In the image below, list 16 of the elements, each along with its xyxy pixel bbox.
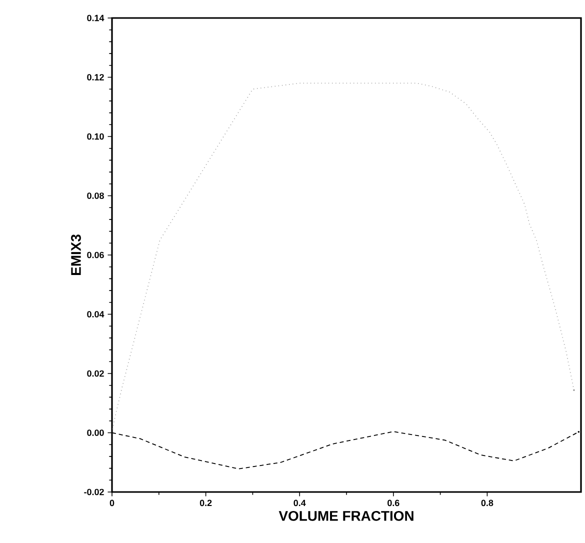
- x-axis-title: VOLUME FRACTION: [278, 510, 414, 521]
- y-tick-label: 0.02: [87, 370, 104, 377]
- y-tick-label: 0.04: [87, 311, 104, 318]
- x-tick-label: 0.6: [388, 500, 400, 506]
- x-tick-label: 0.8: [481, 500, 494, 506]
- x-tick-label: 0.2: [200, 500, 212, 506]
- y-tick-label: 0.06: [87, 252, 104, 258]
- y-tick-label: -0.02: [84, 488, 104, 496]
- y-axis-title: EMIX3: [71, 234, 81, 275]
- y-tick-label: 0.10: [87, 133, 104, 140]
- y-tick-label: 0.12: [87, 74, 104, 80]
- x-tick-label: 0: [110, 500, 114, 506]
- y-tick-label: 0.14: [87, 14, 104, 22]
- y-tick-label: 0.00: [87, 430, 104, 436]
- x-tick-label: 0.4: [294, 500, 306, 506]
- y-tick-label: 0.08: [87, 192, 104, 199]
